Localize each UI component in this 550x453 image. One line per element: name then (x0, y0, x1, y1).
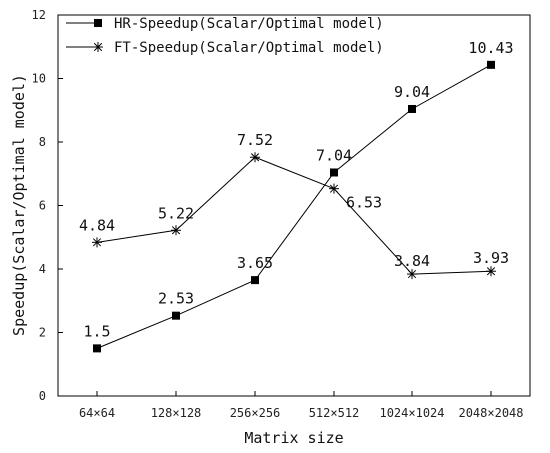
data-point-marker (171, 225, 181, 236)
data-point-marker (92, 237, 102, 248)
legend-label: HR-Speedup(Scalar/Optimal model) (114, 16, 384, 32)
x-axis: 64×64 128×128 256×256 512×512 1024×1024 2048×… (79, 391, 524, 420)
data-point-marker (172, 311, 180, 320)
data-point-marker (486, 266, 496, 277)
y-tick-label: 12 (32, 8, 46, 22)
legend: HR-Speedup(Scalar/Optimal model) FT-Speed… (66, 16, 384, 56)
plot-area-frame (57, 14, 531, 397)
data-label: 3.93 (473, 249, 509, 267)
data-label: 10.43 (468, 39, 513, 57)
data-point-marker (330, 168, 338, 177)
x-tick-label: 128×128 (151, 406, 202, 420)
data-label: 6.53 (346, 194, 382, 212)
x-tick-label: 1024×1024 (379, 406, 444, 420)
series-hr-speedup: 1.5 2.53 3.65 7.04 9.04 10.43 (83, 39, 514, 353)
data-label: 9.04 (394, 83, 430, 101)
x-tick-label: 512×512 (309, 406, 360, 420)
data-point-marker (408, 104, 416, 113)
data-label: 3.84 (394, 252, 430, 270)
legend-entry: FT-Speedup(Scalar/Optimal model) (66, 40, 384, 56)
y-tick-label: 0 (39, 389, 46, 403)
x-axis-title: Matrix size (244, 429, 343, 447)
legend-marker (93, 42, 103, 52)
series-layer: 1.5 2.53 3.65 7.04 9.04 10.43 4.84 5.22 7.52 6.53… (79, 39, 514, 353)
y-tick-label: 6 (39, 199, 46, 213)
y-axis-title: Speedup(Scalar/Optimal model) (10, 74, 28, 336)
data-label: 2.53 (158, 290, 194, 308)
data-point-marker (93, 344, 101, 353)
data-label: 1.5 (83, 322, 110, 340)
data-label: 7.52 (237, 131, 273, 149)
y-axis: 0 2 4 6 8 10 12 (32, 8, 63, 403)
legend-label: FT-Speedup(Scalar/Optimal model) (114, 40, 384, 56)
data-point-marker (251, 276, 259, 285)
data-point-marker (250, 152, 260, 163)
data-point-marker (487, 60, 495, 69)
data-label: 5.22 (158, 204, 194, 222)
legend-entry: HR-Speedup(Scalar/Optimal model) (66, 16, 384, 32)
series-line (96, 156, 492, 275)
data-point-marker (407, 269, 417, 280)
series-line (96, 64, 492, 349)
legend-marker (94, 19, 102, 27)
y-tick-label: 4 (39, 262, 46, 276)
x-tick-label: 2048×2048 (458, 406, 523, 420)
y-tick-label: 8 (39, 135, 46, 149)
x-tick-label: 64×64 (79, 406, 115, 420)
data-label: 4.84 (79, 216, 115, 234)
x-tick-label: 256×256 (230, 406, 281, 420)
data-point-marker (329, 183, 339, 194)
data-label: 3.65 (237, 254, 273, 272)
y-tick-label: 10 (32, 72, 46, 86)
data-label: 7.04 (316, 146, 352, 164)
y-tick-label: 2 (39, 326, 46, 340)
series-ft-speedup: 4.84 5.22 7.52 6.53 3.84 3.93 (79, 131, 509, 280)
